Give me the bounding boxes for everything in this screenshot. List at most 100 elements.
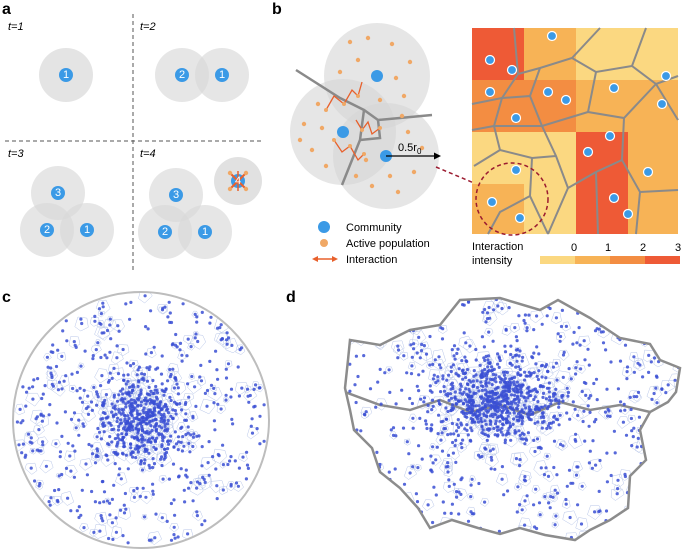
community-point: [131, 408, 136, 412]
community-point: [396, 356, 400, 360]
community-point: [483, 419, 487, 423]
voronoi-cell: [551, 521, 559, 529]
voronoi-cell: [575, 517, 589, 532]
community-point: [419, 349, 424, 353]
community-point: [503, 350, 508, 354]
voronoi-cell: [191, 510, 203, 522]
voronoi-cell: [674, 439, 680, 451]
community-point: [543, 404, 547, 408]
voronoi-cell: [97, 400, 108, 411]
community-point: [175, 402, 179, 406]
colorbar-title-line2: intensity: [472, 255, 513, 267]
community-point: [212, 386, 216, 390]
community-point: [122, 373, 126, 377]
community-point: [101, 421, 105, 425]
community-point: [592, 381, 596, 386]
community-point: [221, 488, 225, 492]
community-point: [632, 370, 637, 374]
community-point: [490, 383, 494, 387]
community-point: [135, 397, 139, 401]
community-point: [537, 369, 541, 373]
voronoi-cell: [530, 404, 541, 415]
community-point: [421, 369, 425, 373]
community-number: 2: [44, 224, 50, 236]
community-point: [138, 494, 142, 498]
community-point: [492, 426, 496, 431]
voronoi-cell: [627, 414, 636, 423]
community-point: [77, 505, 81, 509]
community-point: [363, 322, 368, 326]
community-point: [463, 427, 467, 431]
voronoi-cell: [200, 457, 216, 471]
voronoi-cell: [25, 392, 41, 407]
community-point: [93, 500, 97, 504]
community-node: [337, 126, 349, 138]
community-point: [523, 442, 527, 446]
community-point: [631, 435, 635, 439]
community-point: [168, 367, 172, 372]
community-point: [93, 314, 97, 318]
voronoi-cell: [627, 314, 635, 323]
community-point: [140, 372, 144, 376]
community-point: [442, 305, 446, 309]
community-point: [50, 375, 54, 380]
community-point: [486, 394, 490, 398]
active-population-dot: [243, 186, 249, 192]
community-point: [373, 518, 377, 523]
heatmap-cell: [576, 132, 628, 184]
colorbar-tick: 2: [640, 242, 646, 254]
community-point: [86, 394, 90, 398]
voronoi-cell: [542, 365, 554, 378]
community-point: [133, 447, 137, 451]
community-point: [110, 410, 114, 414]
community-point: [186, 382, 190, 386]
community-point: [77, 433, 81, 437]
voronoi-cell: [95, 299, 111, 315]
community-number: 2: [179, 69, 185, 81]
voronoi-cell: [346, 465, 354, 473]
voronoi-cell: [578, 388, 594, 403]
community-point: [510, 407, 514, 411]
voronoi-cell: [39, 459, 54, 474]
community-point: [638, 311, 642, 315]
voronoi-cell: [517, 435, 525, 443]
voronoi-cell: [467, 493, 475, 501]
community-point: [484, 379, 488, 384]
panel-d-label: d: [286, 289, 296, 306]
voronoi-cell: [385, 366, 393, 374]
community-point: [78, 386, 82, 390]
community-point: [167, 477, 171, 481]
voronoi-cell: [660, 379, 676, 393]
voronoi-cell: [80, 407, 97, 423]
voronoi-cell: [156, 304, 168, 315]
colorbar-tick: 3: [675, 242, 681, 254]
community-point: [402, 354, 406, 358]
community-point: [168, 439, 172, 443]
community-point: [491, 447, 495, 451]
community-point: [435, 445, 439, 449]
community-point: [551, 365, 556, 369]
community-point: [480, 384, 484, 388]
voronoi-cell: [234, 382, 250, 396]
voronoi-cell: [587, 505, 603, 520]
community-point: [359, 526, 363, 530]
community-point: [460, 446, 464, 450]
community-point: [95, 390, 99, 394]
community-point: [449, 432, 453, 436]
voronoi-cell: [531, 403, 544, 415]
community-point: [459, 478, 463, 482]
community-point: [545, 314, 549, 318]
voronoi-cell: [132, 364, 144, 376]
community-point: [168, 311, 172, 315]
community-point: [152, 402, 157, 406]
community-point: [415, 306, 419, 310]
community-point: [591, 439, 595, 443]
community-point: [124, 402, 128, 406]
community-point: [455, 429, 459, 433]
community-point: [465, 423, 469, 427]
community-point: [137, 412, 141, 416]
community-point: [490, 377, 494, 381]
community-point: [556, 418, 560, 422]
community-point: [655, 450, 660, 454]
community-point: [500, 426, 504, 430]
